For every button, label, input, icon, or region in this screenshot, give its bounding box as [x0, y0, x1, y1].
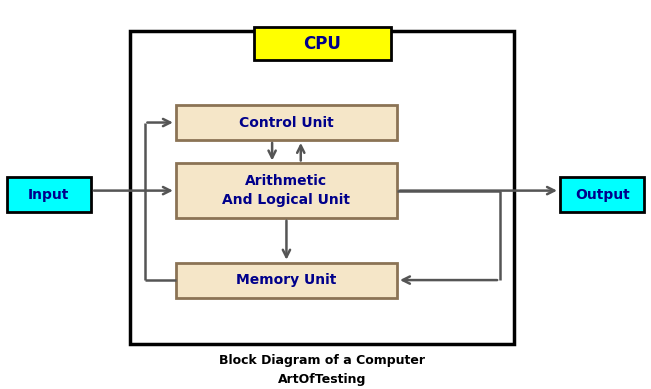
Text: CPU: CPU: [303, 35, 341, 53]
Text: Input: Input: [28, 187, 70, 202]
Text: Output: Output: [575, 187, 630, 202]
FancyBboxPatch shape: [176, 163, 397, 218]
FancyBboxPatch shape: [254, 27, 391, 60]
Text: Memory Unit: Memory Unit: [236, 273, 337, 287]
Text: ArtOfTesting: ArtOfTesting: [278, 373, 367, 386]
FancyBboxPatch shape: [7, 177, 91, 212]
FancyBboxPatch shape: [560, 177, 644, 212]
FancyBboxPatch shape: [176, 105, 397, 140]
FancyBboxPatch shape: [130, 31, 514, 344]
FancyBboxPatch shape: [176, 263, 397, 298]
Text: Arithmetic
And Logical Unit: Arithmetic And Logical Unit: [223, 174, 350, 207]
Text: Block Diagram of a Computer: Block Diagram of a Computer: [219, 354, 425, 368]
Text: Control Unit: Control Unit: [239, 116, 334, 130]
